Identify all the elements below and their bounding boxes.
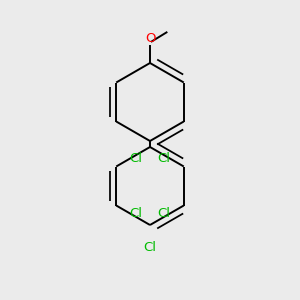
Text: Cl: Cl (143, 241, 157, 254)
Text: Cl: Cl (130, 152, 143, 165)
Text: O: O (145, 32, 155, 45)
Text: Cl: Cl (130, 207, 143, 220)
Text: Cl: Cl (157, 207, 170, 220)
Text: Cl: Cl (157, 152, 170, 165)
